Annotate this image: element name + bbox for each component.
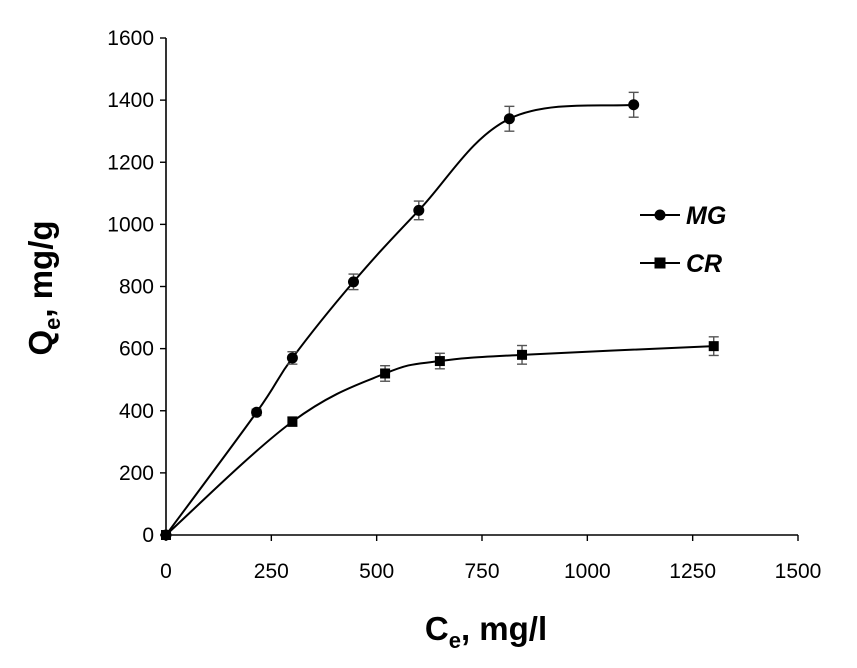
data-point-cr xyxy=(380,368,391,379)
legend-item-mg: MG xyxy=(640,202,726,230)
y-tick-label: 400 xyxy=(119,400,154,423)
y-tick-label: 1400 xyxy=(107,89,154,112)
tick-labels: 0 200 400 600 800 1000 1200 1400 1600 0 250 500 750 1… xyxy=(107,27,821,583)
legend-marker xyxy=(654,257,666,269)
series xyxy=(160,91,719,541)
series-mg xyxy=(160,91,640,541)
legend-marker xyxy=(654,209,666,221)
x-tick-label: 1500 xyxy=(775,560,822,583)
y-tick-label: 200 xyxy=(119,462,154,485)
series-line-cr xyxy=(165,345,714,536)
data-point-cr xyxy=(161,530,171,540)
y-tick-label: 800 xyxy=(119,276,154,299)
y-axis-title: Qe, mg/g xyxy=(22,220,65,355)
x-tick-label: 250 xyxy=(254,560,289,583)
data-point-mg xyxy=(286,352,298,364)
legend-label: MG xyxy=(686,202,726,230)
data-point-mg xyxy=(251,406,263,418)
legend-label: CR xyxy=(686,250,722,278)
y-tick-label: 600 xyxy=(119,338,154,361)
axes xyxy=(160,37,799,541)
data-point-cr xyxy=(434,356,445,367)
x-tick-label: 750 xyxy=(464,560,499,583)
data-point-mg xyxy=(347,276,359,288)
data-point-mg xyxy=(503,113,515,125)
y-tick-label: 1000 xyxy=(107,213,154,236)
x-tick-label: 1000 xyxy=(564,560,611,583)
data-point-cr xyxy=(287,416,298,427)
x-tick-label: 0 xyxy=(160,560,172,583)
y-tick-label: 0 xyxy=(142,524,154,547)
legend-item-cr: CR xyxy=(640,250,722,278)
data-point-mg xyxy=(628,99,640,111)
x-axis-title: Ce, mg/l xyxy=(425,610,547,653)
x-tick-label: 500 xyxy=(359,560,394,583)
x-tick-label: 1250 xyxy=(669,560,716,583)
y-tick-label: 1600 xyxy=(107,27,154,50)
series-cr xyxy=(161,336,719,540)
data-point-cr xyxy=(517,349,528,360)
legend: MG CR xyxy=(640,202,726,278)
data-point-cr xyxy=(708,341,719,352)
data-point-mg xyxy=(413,204,425,216)
y-tick-label: 1200 xyxy=(107,151,154,174)
